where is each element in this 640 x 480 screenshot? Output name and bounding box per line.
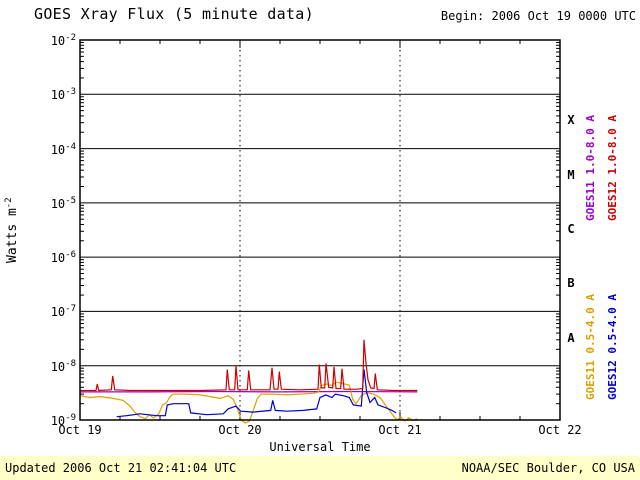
updated-text: Updated 2006 Oct 21 02:41:04 UTC bbox=[5, 461, 237, 475]
series-line-goes12-0-5-4-0-a bbox=[116, 369, 397, 418]
grid-lines bbox=[80, 39, 560, 421]
x-axis-label: Universal Time bbox=[269, 440, 371, 454]
chart-title: GOES Xray Flux (5 minute data) bbox=[34, 5, 314, 23]
begin-label: Begin: 2006 Oct 19 0000 UTC bbox=[440, 9, 636, 23]
plot-area bbox=[79, 39, 561, 424]
series-line-goes12-1-0-8-0-a bbox=[80, 339, 418, 392]
data-series bbox=[79, 339, 418, 424]
footer-bar: Updated 2006 Oct 21 02:41:04 UTC NOAA/SE… bbox=[0, 456, 640, 480]
source-text: NOAA/SEC Boulder, CO USA bbox=[461, 461, 635, 475]
y-axis-label: Watts m-2 bbox=[3, 197, 21, 263]
plot-frame bbox=[79, 39, 561, 421]
